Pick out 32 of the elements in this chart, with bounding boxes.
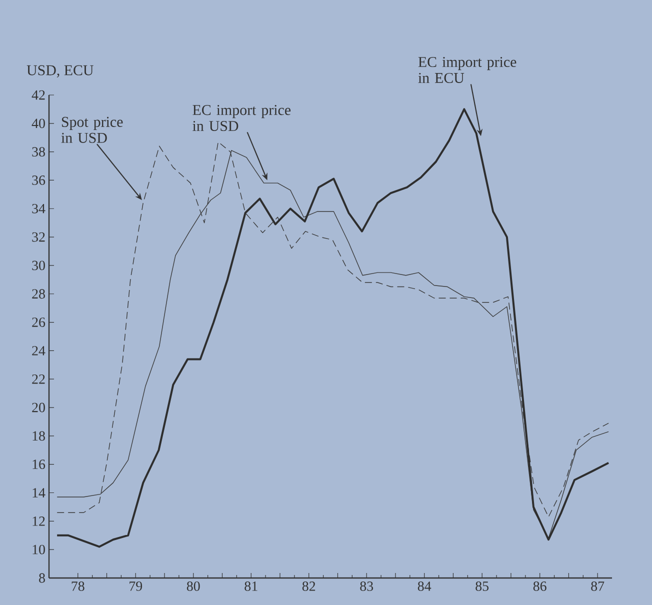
x-tick-label: 82: [302, 582, 316, 591]
y-tick-label: 30: [32, 260, 45, 270]
y-tick-label: 8: [39, 573, 45, 583]
x-tick-label: 80: [186, 582, 200, 591]
y-tick-label: 32: [32, 232, 45, 242]
x-tick-label: 86: [533, 582, 546, 591]
x-tick-label: 81: [244, 582, 258, 591]
y-tick-label: 22: [32, 374, 45, 384]
x-tick-label: 87: [591, 582, 604, 591]
y-tick-label: 20: [32, 402, 45, 412]
y-tick-label: 40: [32, 118, 45, 128]
y-tick-label: 14: [32, 488, 46, 498]
x-tick-label: 79: [130, 582, 142, 591]
y-axis-title: USD, ECU: [26, 65, 94, 78]
y-tick-label: 34: [32, 204, 46, 214]
y-tick-label: 36: [32, 176, 46, 185]
y-tick-label: 38: [32, 147, 45, 157]
annotation: EC import price in ECU: [418, 57, 516, 83]
y-tick-label: 16: [32, 460, 46, 470]
x-tick-label: 83: [360, 582, 374, 591]
y-tick-label: 28: [32, 289, 45, 299]
x-tick-label: 85: [476, 582, 489, 591]
x-tick-label: 84: [418, 582, 432, 591]
y-tick-label: 42: [32, 90, 45, 100]
y-tick-label: 10: [32, 544, 45, 554]
annotation: EC import price in USD: [192, 105, 291, 132]
annotation: Spot price in USD: [61, 116, 123, 143]
y-tick-label: 26: [32, 318, 46, 327]
y-tick-label: 24: [32, 346, 46, 356]
x-tick-label: 78: [72, 582, 84, 591]
y-tick-label: 18: [32, 431, 45, 441]
y-tick-label: 12: [32, 516, 45, 526]
